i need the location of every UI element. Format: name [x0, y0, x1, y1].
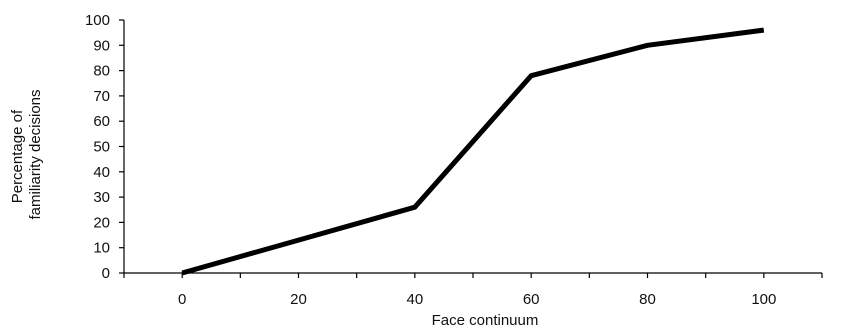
y-tick-label: 70 [93, 88, 110, 105]
y-tick-label: 40 [93, 164, 110, 181]
y-tick-label: 100 [85, 12, 110, 29]
y-tick-label: 0 [102, 265, 110, 282]
y-tick-label: 90 [93, 37, 110, 54]
x-axis-title: Face continuum [432, 312, 539, 329]
y-tick-label: 80 [93, 63, 110, 80]
y-tick-label: 60 [93, 113, 110, 130]
y-axis-title: Percentage of familiarity decisions [9, 89, 44, 219]
y-tick-label: 20 [93, 214, 110, 231]
x-tick-label: 20 [290, 291, 307, 308]
x-tick-label: 60 [523, 291, 540, 308]
series-line [182, 30, 764, 273]
y-tick-label: 30 [93, 189, 110, 206]
x-axis-ticks: 0 20 40 60 80 100 [124, 273, 822, 308]
y-axis-title-line-2: familiarity decisions [27, 89, 44, 219]
y-tick-label: 10 [93, 240, 110, 257]
x-tick-label: 80 [639, 291, 656, 308]
x-tick-label: 40 [406, 291, 423, 308]
series-group [182, 30, 764, 273]
y-tick-label: 50 [93, 139, 110, 156]
x-tick-label: 100 [751, 291, 776, 308]
y-axis-title-line-1: Percentage of [9, 109, 26, 203]
x-tick-label: 0 [178, 291, 186, 308]
y-axis-ticks: 0 10 20 30 40 50 60 70 80 90 100 [85, 12, 124, 282]
